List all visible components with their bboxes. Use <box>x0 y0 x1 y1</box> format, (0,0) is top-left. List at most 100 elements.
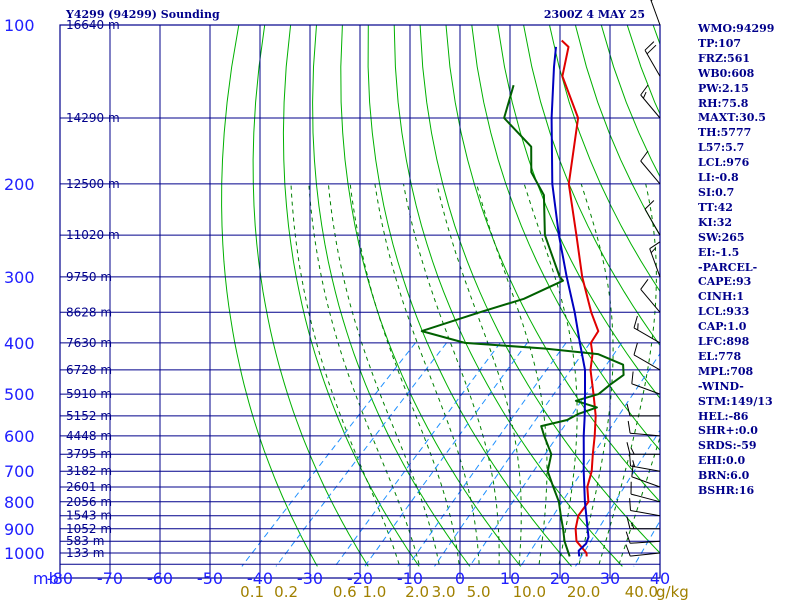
height-label: 16640 m <box>66 18 120 32</box>
wind-barb <box>644 41 661 77</box>
pressure-unit-label: mb <box>33 569 59 588</box>
moist-adiabat <box>523 183 578 565</box>
index-item: KI:32 <box>698 215 733 229</box>
pressure-tick-label: 900 <box>4 520 35 539</box>
wind-barb <box>640 279 661 313</box>
height-label: 2601 m <box>66 480 112 494</box>
temperature-tick-label: -20 <box>347 569 373 588</box>
wind-barb <box>633 315 661 344</box>
mixing-ratio-tick-label: 40.0 <box>625 583 658 600</box>
temperature-tick-label: 30 <box>600 569 620 588</box>
moist-adiabat <box>436 183 522 565</box>
wind-barb <box>625 544 661 557</box>
index-item: SRDS:-59 <box>698 439 757 453</box>
index-item: TP:107 <box>698 36 742 50</box>
mixing-ratio-tick-label: 10.0 <box>513 583 546 600</box>
moist-adiabat <box>327 183 440 565</box>
moist-adiabat <box>349 183 460 565</box>
height-label: 1543 m <box>66 509 112 523</box>
moist-adiabat <box>374 183 480 565</box>
mixing-ratio-tick-label: 1.0 <box>362 583 386 600</box>
index-item: LCL:933 <box>698 305 750 319</box>
wind-barb <box>631 371 661 395</box>
height-label: 6728 m <box>66 363 112 377</box>
pressure-tick-label: 400 <box>4 334 35 353</box>
mixing-ratio-line <box>275 342 447 567</box>
temperature-profile <box>561 39 600 557</box>
temperature-tick-label: -80 <box>47 569 73 588</box>
wind-barb <box>629 453 661 472</box>
wind-barb <box>633 342 661 371</box>
temperature-tick-label: -10 <box>397 569 423 588</box>
mixing-ratio-tick-label: 20.0 <box>567 583 600 600</box>
index-item: SI:0.7 <box>698 185 735 199</box>
height-label: 4448 m <box>66 429 112 443</box>
height-label: 5910 m <box>66 387 112 401</box>
height-label: 8628 m <box>66 305 112 319</box>
index-item: LCL:976 <box>698 156 750 170</box>
plot-frame <box>59 24 661 579</box>
pressure-tick-label: 300 <box>4 268 35 287</box>
temperature-tick-label: 0 <box>455 569 465 588</box>
temperature-tick-label: -50 <box>197 569 223 588</box>
moist-adiabat <box>476 183 548 565</box>
temperature-tick-label: -60 <box>147 569 173 588</box>
height-label: 5152 m <box>66 409 112 423</box>
dry-adiabat <box>340 25 522 567</box>
height-label: 1052 m <box>66 522 112 536</box>
wind-barb <box>626 403 660 417</box>
pressure-tick-label: 500 <box>4 385 35 404</box>
index-item: TH:5777 <box>698 126 752 140</box>
dry-adiabat <box>445 25 660 503</box>
index-item: LI:-0.8 <box>698 171 739 185</box>
index-item: CINH:1 <box>698 290 745 304</box>
moist-adiabat <box>308 183 420 565</box>
temperature-tick-label: -40 <box>247 569 273 588</box>
height-label: 583 m <box>66 534 104 548</box>
wind-barb <box>629 498 661 517</box>
wind-barb <box>627 420 661 437</box>
wind-barb <box>626 442 660 455</box>
index-item: EI:-1.5 <box>698 245 740 259</box>
index-item: -WIND- <box>698 379 744 393</box>
index-item: LFC:898 <box>698 335 750 349</box>
mixing-ratio-unit-label: g/kg <box>656 583 689 600</box>
mixing-ratio-tick-label: 0.6 <box>333 583 357 600</box>
mixing-ratio-tick-label: 3.0 <box>432 583 456 600</box>
index-item: L57:5.7 <box>698 141 745 155</box>
dry-adiabat <box>783 25 800 566</box>
index-item: EHI:0.0 <box>698 454 746 468</box>
wind-barb <box>649 241 661 278</box>
temperature-tick-label: 20 <box>550 569 570 588</box>
index-item: EL:778 <box>698 349 742 363</box>
mixing-ratio-tick-label: 0.1 <box>240 583 264 600</box>
height-label: 12500 m <box>66 177 120 191</box>
dry-adiabat <box>549 25 660 293</box>
dry-adiabat <box>523 25 660 347</box>
index-item: BRN:6.0 <box>698 469 750 483</box>
pressure-tick-label: 100 <box>4 16 35 35</box>
mixing-ratio-tick-label: 2.0 <box>405 583 429 600</box>
dry-adiabat <box>252 25 369 567</box>
timestamp: 2300Z 4 MAY 25 <box>543 8 645 21</box>
index-item: WMO:94299 <box>698 22 775 35</box>
wind-barb <box>630 481 661 503</box>
pressure-tick-label: 600 <box>4 427 35 446</box>
chart-title: Y4299 (94299) Sounding <box>66 8 220 21</box>
pressure-tick-label: 200 <box>4 175 35 194</box>
dry-adiabat <box>471 25 660 452</box>
wind-barb <box>640 84 661 119</box>
pressure-tick-label: 800 <box>4 493 35 512</box>
mixing-ratio-line <box>520 352 660 567</box>
index-item: PW:2.15 <box>698 81 749 95</box>
temperature-tick-label: -70 <box>97 569 123 588</box>
index-item: BSHR:16 <box>698 484 755 498</box>
index-item: CAP:1.0 <box>698 320 747 334</box>
index-item: SHR+:0.0 <box>698 424 758 438</box>
dry-adiabat <box>419 25 660 554</box>
mixing-ratio-line <box>334 342 501 567</box>
index-item: MPL:708 <box>698 364 754 378</box>
index-item: WB0:608 <box>698 66 755 80</box>
height-label: 3182 m <box>66 464 112 478</box>
dry-adiabat <box>221 25 318 567</box>
